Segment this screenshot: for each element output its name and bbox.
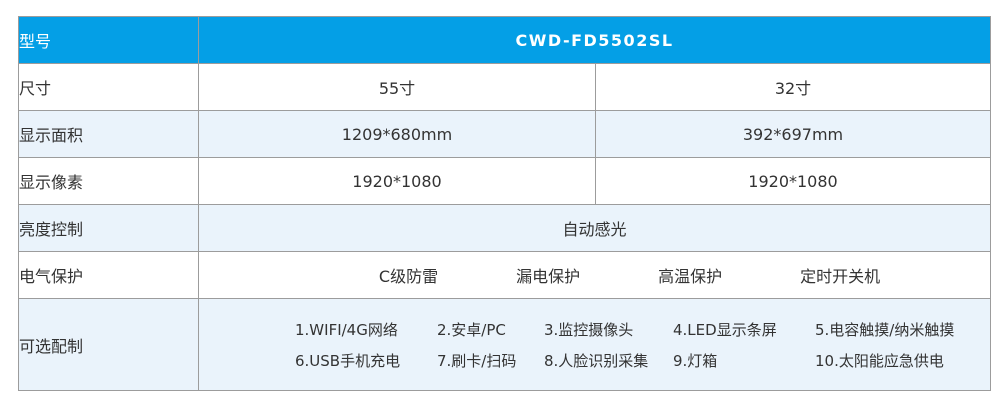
option-item: 9.灯箱 [673,351,718,370]
protection-item: 定时开关机 [800,267,881,286]
row-size: 尺寸 55寸 32寸 [18,63,992,111]
optional-config-list: 1.WIFI/4G网络 2.安卓/PC 3.监控摄像头 4.LED显示条屏 5.… [199,319,990,371]
row-optional-config: 可选配制 1.WIFI/4G网络 2.安卓/PC 3.监控摄像头 4.LED显示… [18,298,992,391]
model-value: CWD-FD5502SL [197,16,992,64]
option-item: 7.刷卡/扫码 [437,351,517,370]
size-label: 尺寸 [18,63,199,111]
row-brightness: 亮度控制 自动感光 [18,204,992,252]
model-label: 型号 [18,16,199,64]
row-display-area: 显示面积 1209*680mm 392*697mm [18,110,992,158]
option-item: 4.LED显示条屏 [673,320,777,339]
row-display-pixels: 显示像素 1920*1080 1920*1080 [18,157,992,205]
protection-item: 高温保护 [658,267,723,286]
option-item: 10.太阳能应急供电 [815,351,944,370]
display-pixels-value-32: 1920*1080 [594,157,992,205]
option-item: 5.电容触摸/纳米触摸 [815,320,955,339]
display-pixels-value-55: 1920*1080 [198,157,596,205]
option-item: 6.USB手机充电 [295,351,401,370]
brightness-value: 自动感光 [197,204,992,252]
electrical-protection-label: 电气保护 [18,251,199,299]
optional-config-label: 可选配制 [18,298,199,391]
product-spec-table: 型号 CWD-FD5502SL 尺寸 55寸 32寸 显示面积 1209*680… [18,16,992,391]
display-area-value-32: 392*697mm [594,110,992,158]
protection-item: 漏电保护 [516,267,581,286]
display-area-value-55: 1209*680mm [198,110,596,158]
row-model: 型号 CWD-FD5502SL [18,16,992,64]
protection-item: C级防雷 [378,267,439,286]
electrical-protection-list: C级防雷 漏电保护 高温保护 定时开关机 [199,263,990,287]
size-value-32: 32寸 [594,63,992,111]
option-item: 2.安卓/PC [437,320,506,339]
display-area-label: 显示面积 [18,110,199,158]
size-value-55: 55寸 [198,63,596,111]
display-pixels-label: 显示像素 [18,157,199,205]
option-item: 1.WIFI/4G网络 [295,320,398,339]
option-item: 3.监控摄像头 [544,320,634,339]
brightness-label: 亮度控制 [18,204,199,252]
row-electrical-protection: 电气保护 C级防雷 漏电保护 高温保护 定时开关机 [18,251,992,299]
option-item: 8.人脸识别采集 [544,351,649,370]
